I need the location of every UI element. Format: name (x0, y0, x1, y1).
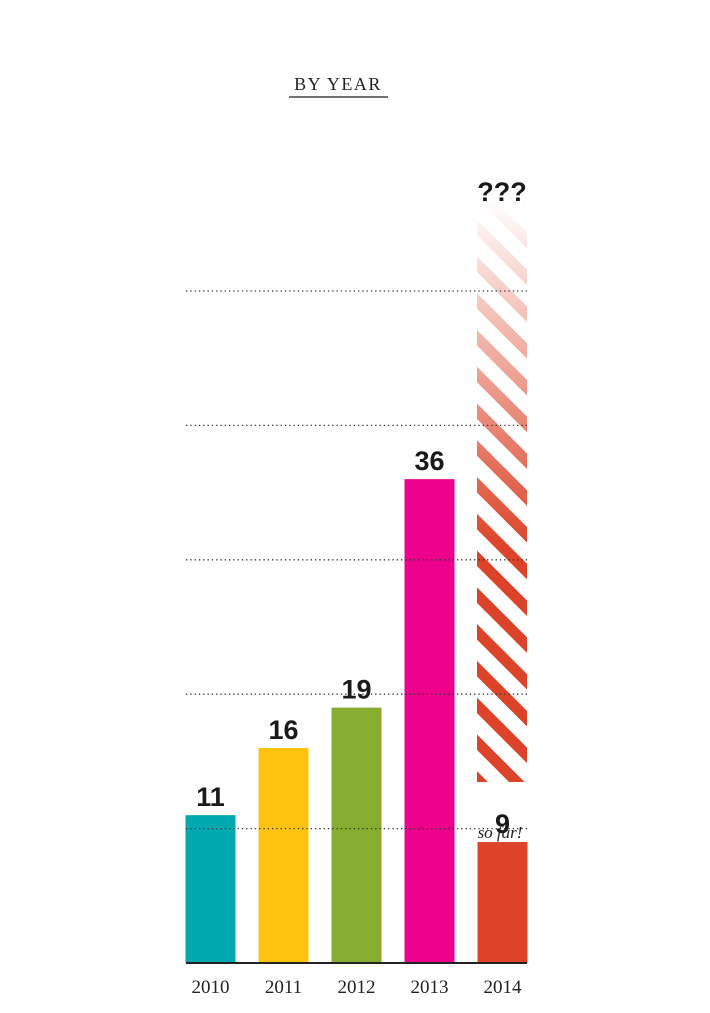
unknown-label: ??? (477, 177, 526, 207)
bar (331, 707, 382, 963)
bar (404, 479, 455, 963)
x-tick-label: 2011 (265, 977, 302, 998)
value-label: 9 (495, 809, 510, 839)
value-label: 36 (414, 446, 444, 476)
bar (258, 747, 309, 963)
value-label: 19 (341, 675, 371, 705)
value-label: 16 (268, 715, 298, 745)
x-tick-label: 2014 (484, 977, 523, 998)
bar (477, 842, 528, 963)
x-tick-label: 2013 (411, 977, 449, 998)
chart-title: BY YEAR (294, 74, 382, 94)
so-far-label: so far! (478, 823, 523, 842)
x-tick-label: 2012 (338, 977, 376, 998)
unknown-bar (477, 200, 527, 782)
value-label: 11 (196, 782, 225, 812)
x-tick-label: 2010 (192, 977, 230, 998)
bar (185, 815, 236, 963)
